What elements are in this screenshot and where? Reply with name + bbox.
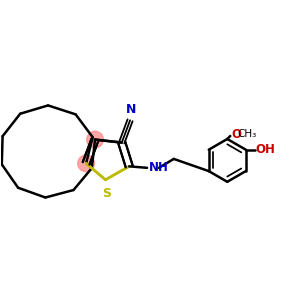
Text: NH: NH [148, 161, 168, 174]
Text: N: N [126, 103, 136, 116]
Text: OH: OH [256, 143, 275, 156]
Text: O: O [231, 128, 242, 141]
Circle shape [87, 131, 103, 148]
Circle shape [78, 155, 94, 172]
Text: CH₃: CH₃ [238, 129, 257, 139]
Text: S: S [102, 187, 111, 200]
